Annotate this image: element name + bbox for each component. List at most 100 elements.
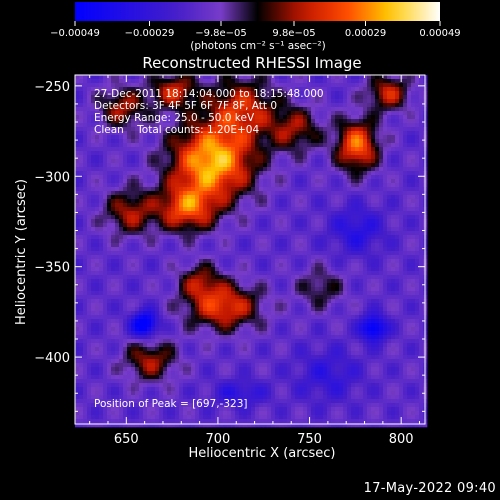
heatmap-cell xyxy=(347,107,352,112)
heatmap-cell xyxy=(195,163,200,168)
heatmap-cell xyxy=(83,91,88,96)
heatmap-cell xyxy=(391,287,396,292)
heatmap-cell xyxy=(311,199,316,204)
heatmap-cell xyxy=(143,191,148,196)
heatmap-cell xyxy=(263,75,268,80)
heatmap-cell xyxy=(99,163,104,168)
heatmap-cell xyxy=(355,191,360,196)
heatmap-cell xyxy=(367,119,372,124)
heatmap-cell xyxy=(119,119,124,124)
heatmap-cell xyxy=(407,291,412,296)
heatmap-cell xyxy=(131,99,136,104)
heatmap-cell xyxy=(155,83,160,88)
heatmap-cell xyxy=(339,231,344,236)
heatmap-cell xyxy=(335,175,340,180)
heatmap-cell xyxy=(175,279,180,284)
heatmap-cell xyxy=(279,143,284,148)
heatmap-cell xyxy=(131,291,136,296)
heatmap-cell xyxy=(347,167,352,172)
heatmap-cell xyxy=(335,75,340,80)
heatmap-cell xyxy=(319,111,324,116)
heatmap-cell xyxy=(219,87,224,92)
heatmap-cell xyxy=(419,139,424,144)
heatmap-cell xyxy=(275,243,280,248)
heatmap-cell xyxy=(291,75,296,80)
heatmap-cell xyxy=(111,251,116,256)
heatmap-cell xyxy=(171,127,176,132)
heatmap-cell xyxy=(191,127,196,132)
heatmap-cell xyxy=(199,87,204,92)
heatmap-cell xyxy=(359,183,364,188)
heatmap-cell xyxy=(155,271,160,276)
colorbar-tick-label-neg-low: −9.8e−05 xyxy=(195,28,247,39)
heatmap-cell xyxy=(379,151,384,156)
heatmap-cell xyxy=(103,255,108,260)
heatmap-cell xyxy=(379,75,384,80)
heatmap-cell xyxy=(87,243,92,248)
heatmap-cell xyxy=(315,183,320,188)
heatmap-cell xyxy=(399,187,404,192)
heatmap-cell xyxy=(199,219,204,224)
heatmap-cell xyxy=(295,267,300,272)
heatmap-cell xyxy=(203,259,208,264)
heatmap-cell xyxy=(79,115,84,120)
heatmap-cell xyxy=(87,151,92,156)
heatmap-cell xyxy=(207,227,212,232)
heatmap-cell xyxy=(227,115,232,120)
heatmap-cell xyxy=(267,243,272,248)
heatmap-cell xyxy=(183,263,188,268)
heatmap-cell xyxy=(323,259,328,264)
heatmap-cell xyxy=(163,251,168,256)
heatmap-cell xyxy=(271,199,276,204)
heatmap-cell xyxy=(339,291,344,296)
heatmap-cell xyxy=(171,143,176,148)
heatmap-cell xyxy=(283,119,288,124)
heatmap-cell xyxy=(267,115,272,120)
heatmap-cell xyxy=(311,251,316,256)
heatmap-cell xyxy=(279,131,284,136)
heatmap-cell xyxy=(167,103,172,108)
heatmap-cell xyxy=(147,99,152,104)
heatmap-cell xyxy=(151,127,156,132)
heatmap-cell xyxy=(411,175,416,180)
heatmap-cell xyxy=(107,263,112,268)
heatmap-cell xyxy=(239,87,244,92)
heatmap-cell xyxy=(323,75,328,80)
heatmap-cell xyxy=(243,279,248,284)
heatmap-cell xyxy=(407,191,412,196)
heatmap-cell xyxy=(87,211,92,216)
heatmap-cell xyxy=(211,179,216,184)
heatmap-cell xyxy=(347,247,352,252)
heatmap-cell xyxy=(219,243,224,248)
heatmap-cell xyxy=(395,95,400,100)
heatmap-cell xyxy=(167,83,172,88)
heatmap-cell xyxy=(383,267,388,272)
heatmap-cell xyxy=(103,259,108,264)
heatmap-cell xyxy=(135,239,140,244)
heatmap-cell xyxy=(367,91,372,96)
heatmap-cell xyxy=(87,259,92,264)
heatmap-cell xyxy=(387,131,392,136)
heatmap-cell xyxy=(179,231,184,236)
heatmap-cell xyxy=(139,219,144,224)
heatmap-cell xyxy=(123,227,128,232)
heatmap-cell xyxy=(211,227,216,232)
heatmap-cell xyxy=(195,251,200,256)
heatmap-cell xyxy=(147,91,152,96)
heatmap-cell xyxy=(223,115,228,120)
heatmap-cell xyxy=(339,227,344,232)
heatmap-cell xyxy=(179,287,184,292)
heatmap-cell xyxy=(103,103,108,108)
heatmap-cell xyxy=(379,147,384,152)
heatmap-cell xyxy=(347,191,352,196)
heatmap-cell xyxy=(267,227,272,232)
heatmap-cell xyxy=(143,227,148,232)
heatmap-cell xyxy=(175,247,180,252)
heatmap-cell xyxy=(255,103,260,108)
heatmap-cell xyxy=(275,295,280,300)
heatmap-cell xyxy=(331,131,336,136)
heatmap-cell xyxy=(167,75,172,80)
heatmap-cell xyxy=(151,111,156,116)
heatmap-cell xyxy=(251,239,256,244)
heatmap-cell xyxy=(287,195,292,200)
